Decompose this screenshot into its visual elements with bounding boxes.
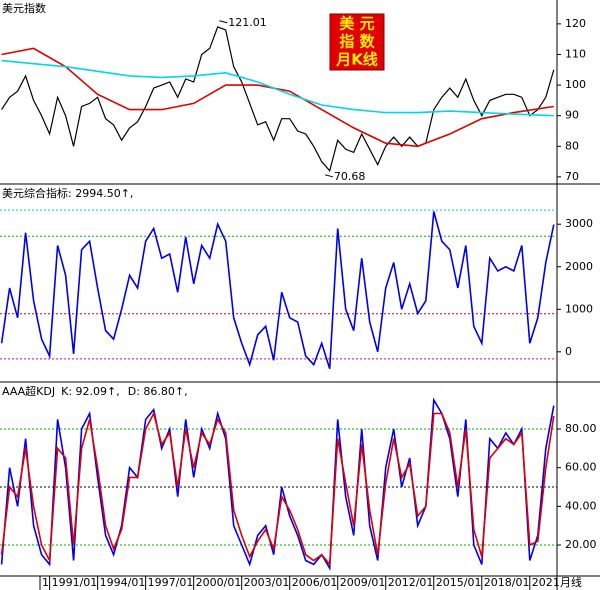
- y-tick-label: 40.00: [565, 499, 597, 512]
- legend-label: D: 86.80↑,: [128, 385, 188, 398]
- x-tick-label: 1994/01: [100, 576, 146, 589]
- x-tick-label: 1: [42, 576, 49, 589]
- legend-label: K: 92.09↑,: [61, 385, 120, 398]
- x-tick-label: 2003/01: [244, 576, 290, 589]
- x-tick-label: 1997/01: [148, 576, 194, 589]
- series-line: [0, 411, 555, 567]
- annotation-arrow: [219, 20, 228, 24]
- y-tick-label: 120: [565, 17, 586, 30]
- x-tick-label: 2009/01: [340, 576, 386, 589]
- y-tick-label: 60.00: [565, 461, 597, 474]
- y-tick-label: 0: [565, 345, 572, 358]
- logo-text: 指 数: [339, 33, 375, 51]
- y-tick-label: 90: [565, 109, 579, 122]
- x-tick-label: 2000/01: [196, 576, 242, 589]
- panel-title: AAA超KDJ: [2, 384, 55, 398]
- y-tick-label: 110: [565, 47, 586, 60]
- x-tick-label: 2015/01: [436, 576, 482, 589]
- x-tick-label: 2012/01: [388, 576, 434, 589]
- series-line: [1, 26, 555, 173]
- y-tick-label: 80.00: [565, 422, 597, 435]
- logo-text: 月K线: [335, 51, 378, 69]
- panel-title: 美元综合指标: 2994.50↑,: [2, 186, 133, 200]
- panel-title: 美元指数: [2, 1, 46, 15]
- y-tick-label: 1000: [565, 302, 593, 315]
- x-tick-label: 1991/01: [52, 576, 98, 589]
- x-tick-label: 2018/01: [484, 576, 530, 589]
- annotation: 70.68: [334, 170, 366, 183]
- series-line: [1, 59, 554, 117]
- x-tick-label: 2006/01: [292, 576, 338, 589]
- y-tick-label: 2000: [565, 260, 593, 273]
- logo-text: 美 元: [339, 15, 374, 33]
- y-tick-label: 100: [565, 78, 586, 91]
- y-tick-label: 80: [565, 139, 579, 152]
- y-tick-label: 3000: [565, 217, 593, 230]
- x-tick-label: 2021: [532, 576, 560, 589]
- y-tick-label: 20.00: [565, 538, 597, 551]
- annotation: 121.01: [228, 16, 267, 29]
- series-line: [0, 211, 555, 370]
- x-axis-label: 月线: [560, 575, 582, 589]
- logo-box: [329, 13, 385, 71]
- y-tick-label: 70: [565, 170, 579, 183]
- annotation-arrow: [324, 174, 334, 178]
